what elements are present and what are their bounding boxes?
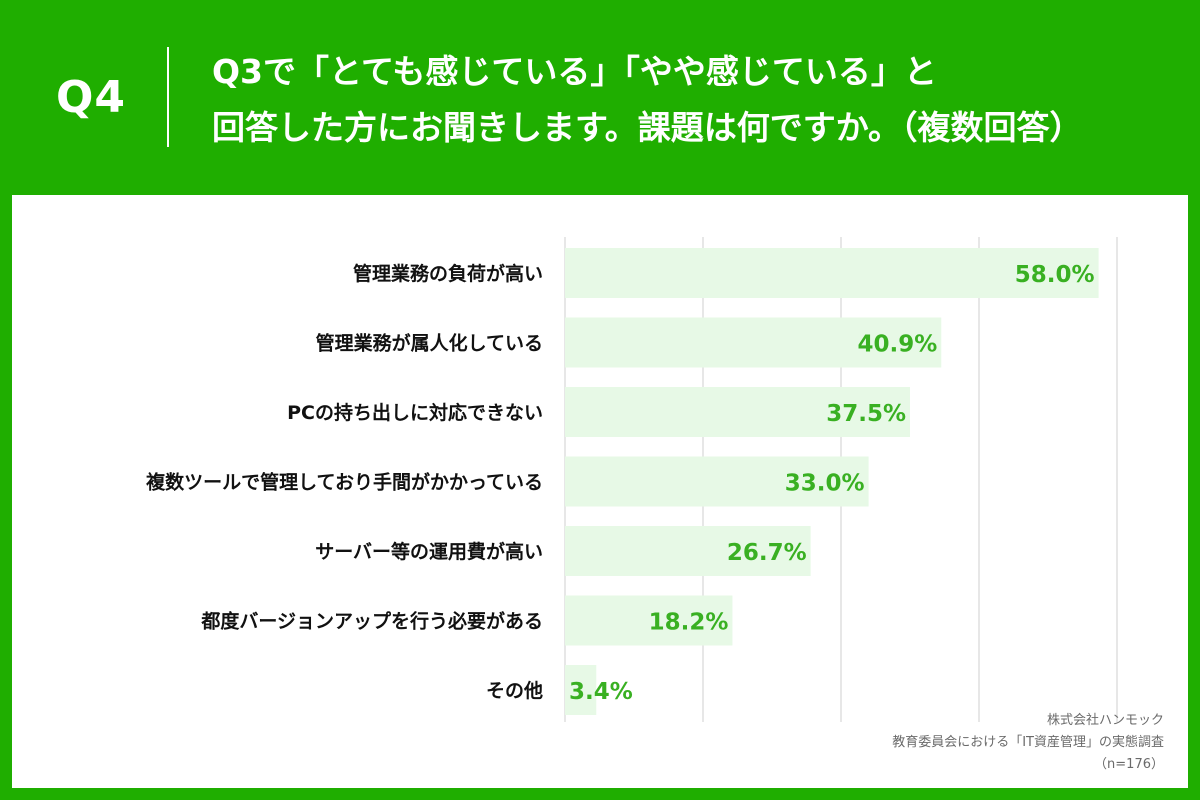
value-label: 3.4% bbox=[569, 679, 633, 705]
category-label: その他 bbox=[486, 679, 543, 702]
question-line-2: 回答した方にお聞きします。課題は何ですか。（複数回答） bbox=[212, 108, 1083, 147]
bar bbox=[565, 248, 1099, 298]
category-label: 管理業務が属人化している bbox=[316, 332, 543, 355]
source-company: 株式会社ハンモック bbox=[1046, 713, 1164, 728]
header: Q4 Q3で「とても感じている」「やや感じている」と 回答した方にお聞きします。… bbox=[0, 0, 1200, 190]
source-sample: （n=176） bbox=[1094, 757, 1164, 772]
bar bbox=[565, 595, 733, 646]
category-label: 管理業務の負荷が高い bbox=[353, 262, 543, 285]
value-label: 33.0% bbox=[785, 471, 865, 497]
question-line-1: Q3で「とても感じている」「やや感じている」と bbox=[212, 52, 937, 91]
value-label: 26.7% bbox=[727, 540, 807, 566]
category-label: PCの持ち出しに対応できない bbox=[287, 401, 543, 424]
value-label: 40.9% bbox=[857, 332, 937, 358]
bar bbox=[565, 665, 597, 715]
value-label: 58.0% bbox=[1015, 262, 1095, 288]
question-number: Q4 bbox=[56, 72, 127, 123]
category-label: サーバー等の運用費が高い bbox=[315, 540, 543, 563]
value-label: 18.2% bbox=[649, 610, 729, 636]
source-survey: 教育委員会における「IT資産管理」の実態調査 bbox=[892, 735, 1164, 750]
header-divider bbox=[167, 47, 169, 147]
bar bbox=[565, 387, 910, 437]
question-text: Q3で「とても感じている」「やや感じている」と 回答した方にお聞きします。課題は… bbox=[212, 44, 1083, 156]
bar bbox=[565, 317, 942, 368]
source-note: 株式会社ハンモック 教育委員会における「IT資産管理」の実態調査 （n=176） bbox=[892, 710, 1164, 776]
category-label: 都度バージョンアップを行う必要がある bbox=[200, 610, 543, 633]
bar bbox=[565, 526, 811, 576]
bar bbox=[565, 456, 869, 507]
value-label: 37.5% bbox=[826, 401, 906, 427]
category-label: 複数ツールで管理しており手間がかかっている bbox=[145, 471, 543, 494]
